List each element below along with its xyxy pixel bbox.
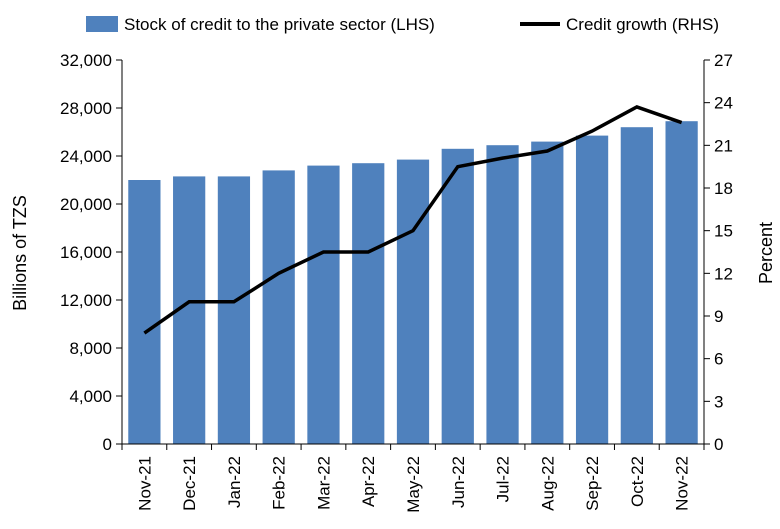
x-tick-label: Aug-22 — [538, 456, 557, 511]
axes — [116, 59, 710, 450]
x-tick-label: Dec-21 — [180, 456, 199, 511]
x-tick-label: Jan-22 — [225, 456, 244, 508]
bar-feb-22 — [262, 170, 295, 444]
y-right-tick-label: 21 — [714, 136, 733, 155]
x-tick-label: May-22 — [404, 456, 423, 513]
legend-label-growth: Credit growth (RHS) — [566, 15, 719, 34]
y-left-tick-label: 32,000 — [60, 51, 112, 70]
y-axis-title-right: Percent — [756, 222, 776, 284]
x-tick-label: Nov-22 — [673, 456, 692, 511]
bar-aug-22 — [531, 141, 564, 444]
legend-swatch-bar — [86, 16, 118, 32]
bar-nov-21 — [128, 180, 161, 444]
x-tick-label: Nov-21 — [135, 456, 154, 511]
x-tick-label: Jun-22 — [449, 456, 468, 508]
legend: Stock of credit to the private sector (L… — [86, 15, 719, 34]
line-series — [143, 105, 683, 335]
y-right-tick-label: 12 — [714, 264, 733, 283]
bar-mar-22 — [307, 165, 340, 444]
bar-series — [128, 121, 698, 445]
y-left-tick-label: 24,000 — [60, 147, 112, 166]
x-tick-label: Sep-22 — [583, 456, 602, 511]
y-left-tick-label: 20,000 — [60, 195, 112, 214]
y-right-tick-label: 27 — [714, 51, 733, 70]
bar-jul-22 — [486, 145, 519, 444]
y-right-tick-label: 24 — [714, 94, 733, 113]
y-right-tick-label: 9 — [714, 307, 723, 326]
y-left-tick-label: 4,000 — [69, 387, 112, 406]
bar-sep-22 — [575, 135, 609, 444]
y-left-tick-label: 8,000 — [69, 339, 112, 358]
bar-jun-22 — [441, 148, 474, 445]
y-right-tick-label: 6 — [714, 350, 723, 369]
y-left-tick-label: 28,000 — [60, 99, 112, 118]
bar-nov-22 — [665, 121, 698, 444]
x-tick-label: Jul-22 — [494, 456, 513, 502]
y-right-tick-label: 18 — [714, 179, 733, 198]
y-axis-title-left: Billions of TZS — [10, 195, 30, 311]
bar-oct-22 — [620, 127, 653, 444]
y-left-tick-label: 16,000 — [60, 243, 112, 262]
bar-may-22 — [396, 159, 430, 444]
y-left-tick-label: 12,000 — [60, 291, 112, 310]
x-tick-label: Oct-22 — [628, 456, 647, 507]
bar-apr-22 — [352, 163, 385, 444]
x-tick-label: Apr-22 — [359, 456, 378, 507]
bar-jan-22 — [217, 176, 251, 444]
tick-labels: 0 4,000 8,000 12,000 16,000 20,000 24,000 28,00… — [60, 51, 733, 513]
credit-growth-line — [143, 105, 683, 335]
y-left-tick-label: 0 — [103, 435, 112, 454]
y-right-tick-label: 15 — [714, 222, 733, 241]
y-right-tick-label: 0 — [714, 435, 723, 454]
y-right-tick-label: 3 — [714, 392, 723, 411]
x-tick-label: Mar-22 — [314, 456, 333, 510]
x-tick-label: Feb-22 — [270, 456, 289, 510]
legend-label-stock: Stock of credit to the private sector (L… — [124, 15, 435, 34]
